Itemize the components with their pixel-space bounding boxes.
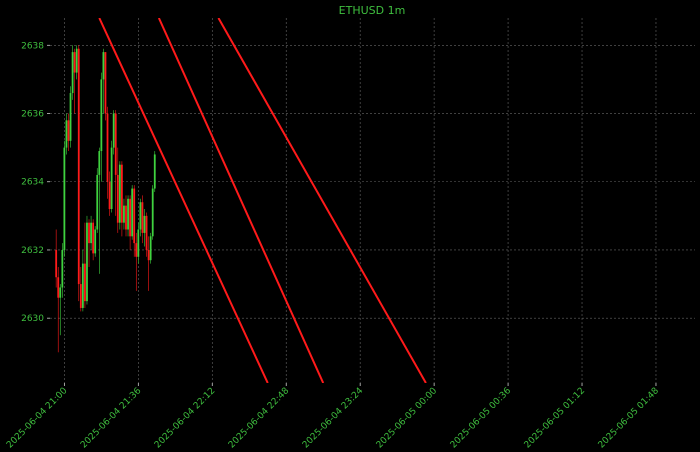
candle-body [55, 249, 58, 278]
candle-body [149, 236, 152, 261]
candle-body [141, 202, 144, 233]
y-tick-label: 2636 [21, 110, 44, 120]
candle-body [69, 93, 72, 141]
candle-body [131, 188, 134, 237]
candle-body [71, 52, 74, 94]
candle-body [137, 229, 140, 257]
x-tick-label: 2025-06-04 22:48 [227, 386, 292, 451]
candle-body [116, 174, 119, 223]
candle-body [133, 188, 136, 244]
plot-area [55, 18, 427, 383]
candle-body [127, 198, 129, 230]
candle-body [90, 222, 92, 244]
candle-body [61, 249, 64, 288]
candle-body [106, 113, 109, 182]
candle-body [86, 222, 88, 302]
candle-body [75, 48, 78, 73]
candle-body [96, 174, 99, 230]
trend-line [98, 18, 269, 383]
candle-body [143, 215, 146, 233]
candle-body [125, 205, 127, 230]
candle-body [88, 222, 90, 244]
candle-body [114, 113, 117, 175]
chart-title: ETHUSD 1m [339, 4, 406, 17]
candle-body [108, 181, 111, 210]
candle-body [104, 52, 107, 114]
candle-body [57, 277, 60, 298]
x-tick-label: 2025-06-04 21:00 [5, 386, 70, 451]
y-tick-label: 2634 [21, 178, 44, 188]
y-tick-label: 2632 [21, 246, 44, 256]
x-tick-label: 2025-06-05 01:48 [597, 386, 662, 451]
x-tick-label: 2025-06-05 00:36 [449, 386, 514, 451]
candle-body [79, 284, 82, 308]
candle-body [100, 79, 103, 152]
candle-body [147, 249, 150, 261]
candle-body [112, 113, 115, 148]
x-tick-label: 2025-06-04 21:36 [79, 386, 144, 451]
y-tick-label: 2638 [21, 41, 44, 51]
candle-body [92, 222, 95, 254]
candle-body [73, 52, 76, 73]
candle-body [129, 198, 132, 237]
candle-body [123, 205, 125, 223]
candle-body [135, 243, 138, 257]
candle-body [59, 287, 62, 298]
x-tick-label: 2025-06-05 00:00 [375, 386, 440, 451]
x-tick-label: 2025-06-05 01:12 [523, 386, 587, 450]
candle-body [151, 188, 154, 237]
candle-body [65, 120, 68, 148]
trend-line [217, 18, 427, 383]
candle-body [84, 263, 86, 302]
x-tick-label: 2025-06-04 23:24 [301, 386, 366, 451]
candle-body [145, 215, 148, 250]
x-tick-label: 2025-06-04 22:12 [153, 386, 217, 450]
candle-body [139, 202, 142, 230]
candle-body [63, 147, 66, 250]
candle-body [153, 154, 156, 189]
candle-body [94, 229, 97, 254]
candle-body [110, 147, 113, 210]
y-tick-label: 2630 [21, 314, 44, 324]
trend-line [157, 18, 325, 383]
candle-body [98, 151, 101, 175]
candle-body [102, 52, 105, 80]
candle-body [118, 164, 121, 223]
candle-body [120, 164, 123, 223]
candle-body [77, 48, 80, 285]
candle-body [81, 263, 84, 308]
candle-body [67, 120, 70, 141]
